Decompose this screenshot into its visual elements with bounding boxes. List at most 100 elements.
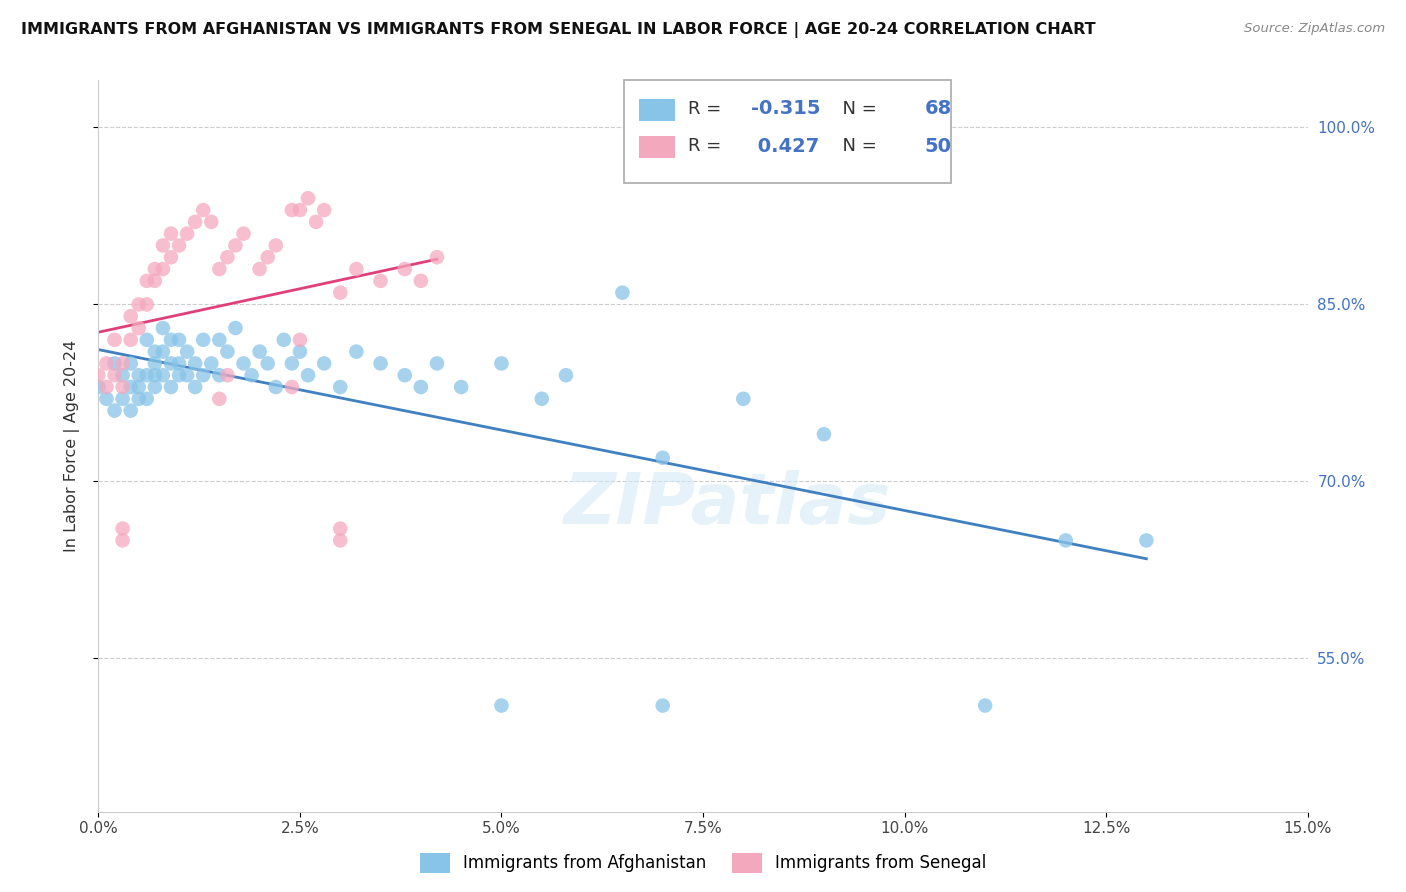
Point [612,285,634,300]
Point [288,344,311,359]
Point [491,356,513,370]
Point [217,368,239,383]
Point [224,238,246,252]
Point [491,698,513,713]
Text: N =: N = [831,100,883,118]
Point [176,344,198,359]
Point [120,310,142,324]
Point [160,356,183,370]
Point [87,368,110,383]
Point [111,533,134,548]
Point [281,202,304,217]
Point [974,698,997,713]
Point [329,380,352,394]
Point [128,392,150,406]
Point [314,202,336,217]
Point [96,356,118,370]
Point [96,392,118,406]
Point [128,368,150,383]
Point [128,380,150,394]
Point [394,368,416,383]
Point [143,380,166,394]
FancyBboxPatch shape [638,99,675,120]
Point [224,321,246,335]
Point [281,380,304,394]
Point [96,380,118,394]
Text: 50: 50 [924,136,952,155]
Point [1135,533,1157,548]
Point [651,450,673,465]
Point [167,333,190,347]
Point [200,215,222,229]
Point [273,333,295,347]
Point [152,238,174,252]
Point [135,333,157,347]
Point [530,392,553,406]
Text: R =: R = [689,100,727,118]
Point [208,262,231,277]
Point [409,274,432,288]
Point [200,356,222,370]
Point [256,356,278,370]
Text: -0.315: -0.315 [751,99,821,119]
Point [651,698,673,713]
Point [120,356,142,370]
Text: ZIPatlas: ZIPatlas [564,470,891,539]
Point [288,202,311,217]
Point [314,356,336,370]
Point [450,380,472,394]
Point [152,344,174,359]
Point [111,392,134,406]
Text: R =: R = [689,137,727,155]
Point [217,250,239,264]
Point [128,297,150,311]
Point [232,227,254,241]
Point [370,274,392,288]
Point [111,356,134,370]
Point [120,333,142,347]
Point [160,380,183,394]
Text: N =: N = [831,137,883,155]
Text: 0.427: 0.427 [751,136,820,155]
Point [135,274,157,288]
FancyBboxPatch shape [624,80,950,183]
Point [193,333,215,347]
Point [135,368,157,383]
Point [256,250,278,264]
Point [370,356,392,370]
Point [184,380,207,394]
Point [217,344,239,359]
Point [344,344,367,359]
Point [288,333,311,347]
Point [167,238,190,252]
Point [120,380,142,394]
Point [143,262,166,277]
Point [111,522,134,536]
Point [281,356,304,370]
Text: 68: 68 [924,99,952,119]
Point [143,274,166,288]
Point [329,522,352,536]
Point [555,368,578,383]
Point [135,392,157,406]
Point [208,392,231,406]
Point [103,403,125,417]
Point [208,368,231,383]
Point [111,380,134,394]
Point [232,356,254,370]
Text: Source: ZipAtlas.com: Source: ZipAtlas.com [1244,22,1385,36]
Point [143,344,166,359]
Point [167,368,190,383]
Point [143,368,166,383]
Point [193,202,215,217]
Point [184,215,207,229]
Point [240,368,263,383]
Point [329,285,352,300]
Y-axis label: In Labor Force | Age 20-24: In Labor Force | Age 20-24 [65,340,80,552]
Point [111,368,134,383]
Point [176,368,198,383]
Point [394,262,416,277]
Point [193,368,215,383]
Point [143,356,166,370]
Point [152,368,174,383]
